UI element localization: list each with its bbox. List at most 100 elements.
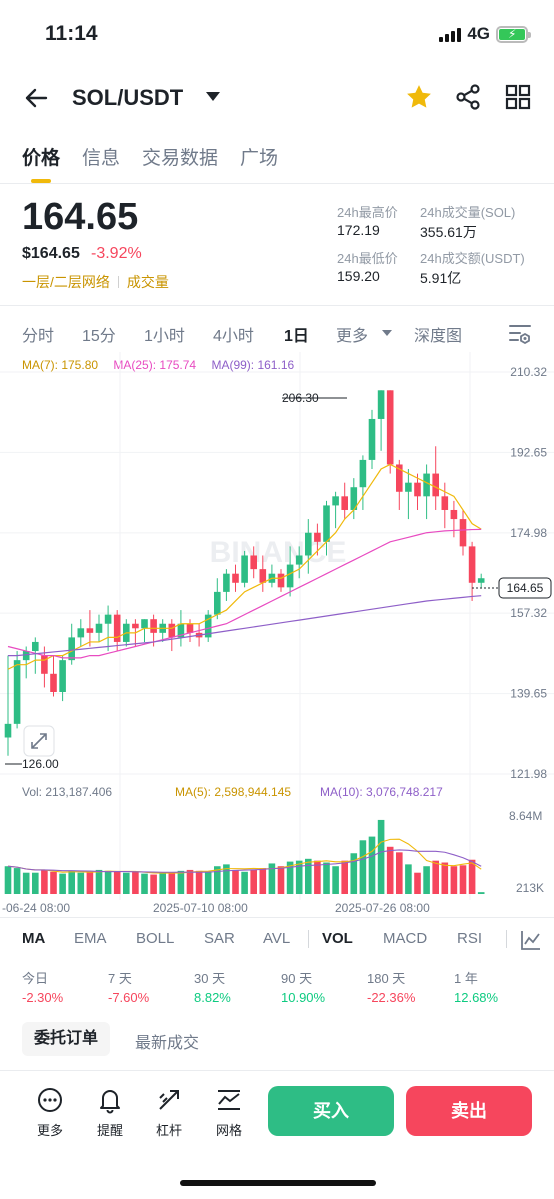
tab-info[interactable]: 信息 <box>82 148 121 169</box>
chart-settings-icon[interactable] <box>508 322 532 344</box>
tab-square[interactable]: 广场 <box>240 148 279 169</box>
status-bar: 11:14 4G ⚡ <box>0 0 554 70</box>
perf-value: 10.90% <box>281 990 326 1005</box>
interval-1d[interactable]: 1日 <box>284 328 309 345</box>
vol-tick-max: 8.64M <box>509 809 542 823</box>
interval-timeline[interactable]: 分时 <box>22 328 55 345</box>
current-price-label: 164.65 <box>507 581 544 595</box>
candle-body <box>477 578 485 583</box>
amount-label: 24h成交额(USDT) <box>420 251 525 266</box>
sell-button[interactable]: 卖出 <box>406 1086 532 1136</box>
volume-layer <box>4 819 485 894</box>
grid-menu-icon[interactable] <box>505 84 531 110</box>
divider <box>0 305 554 306</box>
share-icon[interactable] <box>454 83 482 111</box>
candle-body <box>432 473 439 497</box>
favorite-star-icon[interactable] <box>404 82 434 112</box>
indicator-vol[interactable]: VOL <box>322 930 353 947</box>
usd-price: $164.65 <box>22 245 80 262</box>
status-indicators: 4G ⚡ <box>439 24 531 44</box>
volume-bar <box>232 869 239 894</box>
volume-bar <box>414 872 421 894</box>
volume-bar <box>277 866 285 894</box>
volume-bar <box>22 872 30 894</box>
pair-title[interactable]: SOL/USDT <box>72 85 184 110</box>
perf-value: 8.82% <box>194 990 231 1005</box>
candle-body <box>259 569 267 583</box>
candle-body <box>277 573 285 588</box>
volume-bar <box>359 840 367 894</box>
volume-bar <box>377 819 385 894</box>
price-tick: 139.65 <box>510 687 547 701</box>
candle-body <box>204 614 212 638</box>
volume-bar <box>441 862 449 894</box>
volume-bar <box>350 853 358 894</box>
grid-label[interactable]: 网格 <box>215 1123 242 1138</box>
indicator-settings-icon[interactable] <box>520 929 542 951</box>
volume-bar <box>150 874 157 894</box>
volume-bar <box>332 866 339 894</box>
chevron-down-icon[interactable] <box>206 92 220 101</box>
candle-body <box>386 390 394 465</box>
divider <box>0 1070 554 1071</box>
interval-more[interactable]: 更多 <box>336 328 369 345</box>
more-icon[interactable] <box>36 1086 64 1114</box>
candle-body <box>4 723 12 738</box>
tag-volume[interactable]: 成交量 <box>126 274 169 290</box>
interval-1h[interactable]: 1小时 <box>144 328 185 345</box>
volume-bar <box>295 860 303 894</box>
tab-recent-trades[interactable]: 最新成交 <box>135 1035 200 1052</box>
indicator-ema[interactable]: EMA <box>74 930 107 947</box>
chevron-down-icon[interactable] <box>382 330 392 336</box>
candle-body <box>368 418 376 460</box>
volume-bar <box>214 866 221 894</box>
bell-icon[interactable] <box>96 1086 124 1114</box>
volume-bar <box>132 871 139 894</box>
volume-bar <box>396 852 403 894</box>
price-tick: 157.32 <box>510 606 547 620</box>
leverage-label[interactable]: 杠杆 <box>155 1123 182 1138</box>
volume-bar <box>177 870 185 894</box>
alert-label[interactable]: 提醒 <box>96 1123 123 1138</box>
candlestick-chart[interactable]: BINANCE 210.32192.65174.98157.32139.6512… <box>0 352 554 918</box>
more-label[interactable]: 更多 <box>36 1123 63 1138</box>
candle-body <box>186 623 194 633</box>
buy-button[interactable]: 买入 <box>268 1086 394 1136</box>
tab-trading-data[interactable]: 交易数据 <box>142 148 219 169</box>
price-tick: 210.32 <box>510 365 547 379</box>
leverage-icon[interactable] <box>155 1086 183 1114</box>
indicator-boll[interactable]: BOLL <box>136 930 175 947</box>
signal-icon <box>439 26 462 42</box>
depth-chart-tab[interactable]: 深度图 <box>414 328 463 345</box>
home-indicator <box>180 1180 376 1186</box>
candle-body <box>377 390 385 419</box>
volume-bar <box>250 869 257 894</box>
candle-body <box>113 614 121 642</box>
tag-layer[interactable]: 一层/二层网络 <box>22 274 110 290</box>
volume-bar <box>4 866 12 894</box>
candle-body <box>41 655 48 674</box>
candle-body <box>323 505 330 542</box>
interval-15m[interactable]: 15分 <box>82 328 116 345</box>
candle-body <box>232 573 239 583</box>
expand-icon[interactable] <box>23 725 55 757</box>
tab-open-orders[interactable]: 委托订单 <box>22 1022 111 1056</box>
indicator-ma[interactable]: MA <box>22 930 46 947</box>
perf-label: 今日 <box>22 971 49 986</box>
high-label: 24h最高价 <box>337 205 398 220</box>
candle-body <box>141 619 148 629</box>
indicator-rsi[interactable]: RSI <box>457 930 483 947</box>
volume-bar <box>305 858 312 894</box>
back-arrow-icon[interactable] <box>22 84 50 112</box>
perf-label: 180 天 <box>367 971 406 986</box>
indicator-avl[interactable]: AVL <box>263 930 291 947</box>
current-price-box <box>498 577 552 599</box>
indicator-macd[interactable]: MACD <box>383 930 428 947</box>
candle-body <box>468 546 476 583</box>
indicator-sar[interactable]: SAR <box>204 930 235 947</box>
grid-trading-icon[interactable] <box>215 1086 243 1114</box>
interval-4h[interactable]: 4小时 <box>213 328 254 345</box>
status-time: 11:14 <box>45 22 98 45</box>
high-value: 172.19 <box>337 222 380 238</box>
tab-price[interactable]: 价格 <box>22 143 60 183</box>
